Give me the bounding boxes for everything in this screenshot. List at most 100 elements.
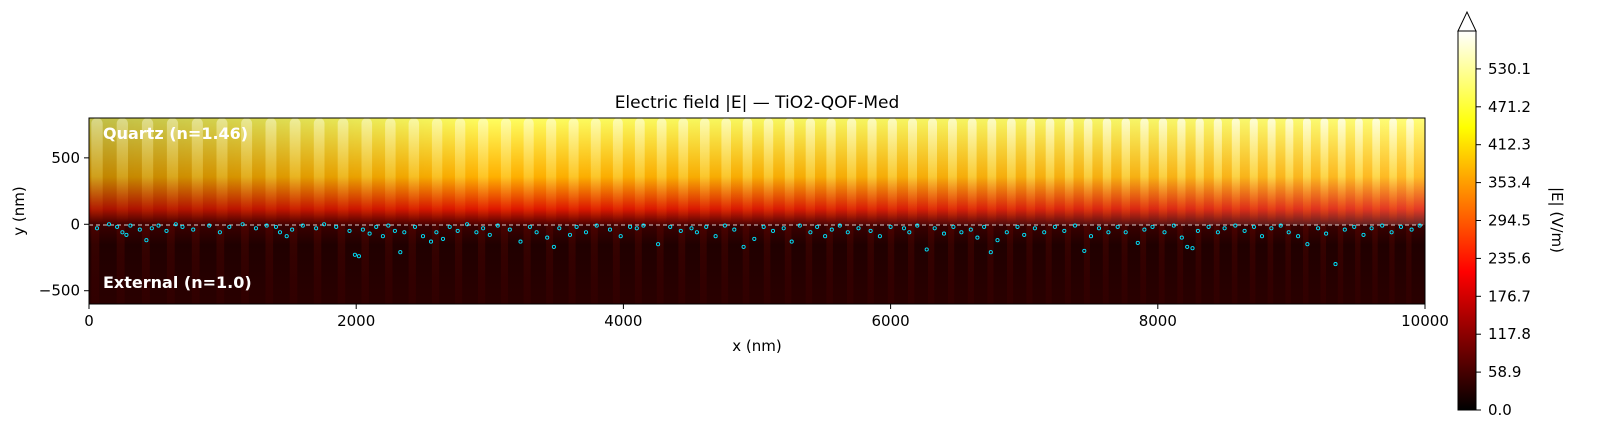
region-label-external: External (n=1.0) <box>103 273 252 292</box>
fringe-band <box>361 118 373 225</box>
particle <box>455 228 460 233</box>
particle <box>106 222 112 227</box>
fringe <box>1372 118 1380 225</box>
fringe-band <box>1083 118 1093 225</box>
fringe <box>116 118 128 225</box>
fringe <box>91 118 103 225</box>
fringe-band <box>116 118 128 225</box>
particle <box>1259 234 1265 239</box>
fringe-band <box>1231 118 1240 225</box>
external-fringe-band <box>1320 224 1326 304</box>
fringe-band <box>91 118 103 225</box>
external-fringe-band <box>887 224 895 304</box>
fringe <box>1064 118 1074 225</box>
particle <box>386 223 391 228</box>
particle <box>264 223 269 228</box>
particle <box>618 234 623 239</box>
fringe-band <box>523 118 534 225</box>
fringe-band <box>313 118 325 225</box>
fringe <box>967 118 977 225</box>
fringe-band <box>1140 118 1149 225</box>
particle <box>367 231 372 236</box>
fringe <box>568 118 579 225</box>
fringe <box>805 118 815 225</box>
fringe-band <box>590 118 601 225</box>
fringe <box>784 118 795 225</box>
fringe-band <box>656 118 667 225</box>
colorbar-tick-label: 117.8 <box>1488 325 1531 343</box>
particle <box>1096 226 1102 231</box>
fringe <box>523 118 534 225</box>
fringe-band <box>568 118 579 225</box>
particle <box>959 230 964 235</box>
particle <box>837 223 842 228</box>
particle <box>770 228 776 233</box>
particle <box>1242 228 1247 233</box>
particle <box>829 227 834 232</box>
particle <box>487 232 492 237</box>
particle <box>1286 230 1291 235</box>
fringe <box>1177 118 1186 225</box>
particle <box>1022 232 1027 237</box>
external-fringe-band <box>948 224 955 304</box>
particle <box>402 230 407 235</box>
external-fringe-band <box>337 224 346 304</box>
fringe-band <box>634 118 645 225</box>
external-fringe-band <box>1267 224 1274 304</box>
particle <box>374 224 379 229</box>
particle <box>752 236 757 241</box>
y-tick-label: 0 <box>70 215 80 233</box>
fringe-band <box>742 118 753 225</box>
external-fringe-band <box>656 224 664 304</box>
particle <box>656 242 661 247</box>
particle <box>120 230 125 235</box>
particle <box>689 226 694 231</box>
fringe <box>216 118 228 225</box>
external-fringes <box>91 224 1412 304</box>
fringe <box>408 118 420 225</box>
fringe <box>385 118 396 225</box>
particle <box>1106 230 1111 235</box>
particle <box>440 236 446 241</box>
particle <box>1032 226 1037 231</box>
fringe-band <box>478 118 489 225</box>
fringe-band <box>1267 118 1276 225</box>
external-fringe-band <box>361 224 369 304</box>
external-fringe-band <box>742 224 750 304</box>
particle <box>583 230 589 235</box>
particle <box>1333 262 1338 267</box>
particle <box>191 227 196 232</box>
fringe <box>455 118 466 225</box>
fringe <box>1140 118 1149 225</box>
fringe-band <box>721 118 731 225</box>
external-fringe-band <box>1177 224 1184 304</box>
particle <box>1088 234 1094 239</box>
particle <box>94 226 100 231</box>
external-fringe-band <box>1064 224 1071 304</box>
fringe <box>656 118 667 225</box>
plot-frame <box>88 117 1426 305</box>
particle <box>1179 235 1184 240</box>
x-tick-label: 8000 <box>1139 312 1177 330</box>
particle <box>447 224 452 229</box>
fringe <box>1320 118 1329 225</box>
fringe <box>1007 118 1016 225</box>
fringe-band <box>908 118 917 225</box>
external-fringe-band <box>116 224 125 304</box>
external-fringe-band <box>867 224 874 304</box>
particle <box>1015 224 1020 229</box>
chart-title: Electric field |E| — TiO2-QOF-Med <box>615 93 900 113</box>
particle <box>877 234 882 239</box>
particle <box>300 223 305 228</box>
field-fringes <box>91 118 1414 225</box>
fringe <box>1045 118 1055 225</box>
particle <box>761 224 766 229</box>
particle <box>808 230 813 235</box>
particle <box>180 224 185 229</box>
particle <box>1417 223 1422 228</box>
particle <box>982 224 987 229</box>
particle <box>932 226 937 231</box>
particle <box>1135 240 1140 245</box>
colorbar-tick-label: 412.3 <box>1488 136 1531 154</box>
fringe-band <box>1249 118 1258 225</box>
